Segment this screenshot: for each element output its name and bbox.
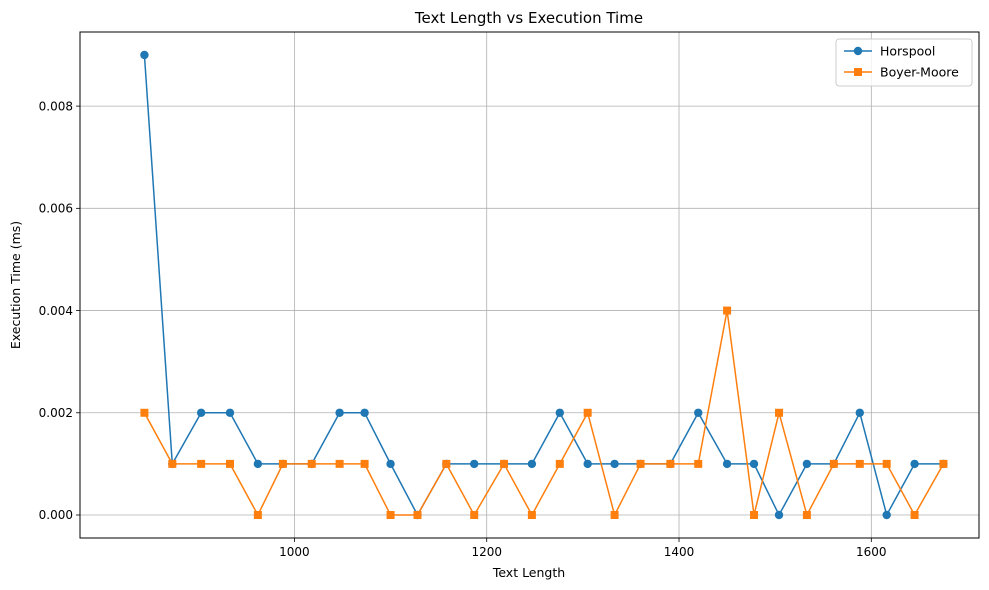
data-point-boyer-moore bbox=[666, 459, 675, 468]
data-point-boyer-moore bbox=[360, 459, 369, 468]
data-point-boyer-moore bbox=[307, 459, 316, 468]
legend-label-horspool: Horspool bbox=[880, 44, 935, 59]
x-axis-label: Text Length bbox=[492, 565, 565, 580]
legend-marker-boyer-moore bbox=[854, 68, 862, 76]
data-point-horspool bbox=[470, 459, 479, 469]
data-point-horspool bbox=[610, 459, 619, 469]
y-tick-label: 0.004 bbox=[39, 304, 73, 318]
data-point-boyer-moore bbox=[168, 459, 177, 468]
data-point-boyer-moore bbox=[555, 459, 564, 468]
data-point-boyer-moore bbox=[335, 459, 344, 468]
data-point-boyer-moore bbox=[939, 459, 948, 468]
data-point-horspool bbox=[583, 459, 592, 469]
x-tick-label: 1200 bbox=[471, 545, 502, 559]
data-point-boyer-moore bbox=[910, 511, 919, 519]
data-point-boyer-moore bbox=[855, 459, 864, 468]
data-point-horspool bbox=[386, 459, 395, 469]
data-point-horspool bbox=[774, 510, 784, 520]
x-tick-label: 1000 bbox=[279, 545, 310, 559]
data-point-boyer-moore bbox=[278, 459, 287, 468]
data-point-boyer-moore bbox=[140, 408, 149, 417]
data-point-boyer-moore bbox=[775, 408, 784, 417]
plot-area-frame bbox=[79, 31, 980, 539]
series-group bbox=[140, 50, 948, 520]
data-point-boyer-moore bbox=[470, 511, 479, 519]
data-point-horspool bbox=[555, 408, 564, 417]
data-point-horspool bbox=[855, 408, 864, 417]
data-point-boyer-moore bbox=[610, 511, 619, 519]
y-tick-label: 0.002 bbox=[39, 406, 73, 420]
data-point-horspool bbox=[360, 408, 369, 417]
y-axis-label: Execution Time (ms) bbox=[8, 221, 23, 349]
data-point-horspool bbox=[694, 408, 703, 417]
data-point-horspool bbox=[882, 510, 891, 520]
data-point-boyer-moore bbox=[750, 511, 759, 519]
data-point-boyer-moore bbox=[225, 459, 234, 468]
data-point-boyer-moore bbox=[386, 511, 395, 519]
legend: Horspool Boyer-Moore bbox=[835, 38, 973, 87]
data-point-horspool bbox=[335, 408, 344, 417]
legend-marker-horspool bbox=[853, 46, 863, 56]
y-tick-label: 0.006 bbox=[39, 202, 73, 216]
data-point-boyer-moore bbox=[636, 459, 645, 468]
data-point-horspool bbox=[910, 459, 919, 469]
data-point-boyer-moore bbox=[802, 511, 811, 519]
data-point-boyer-moore bbox=[253, 511, 262, 519]
data-point-boyer-moore bbox=[413, 511, 422, 519]
x-tick-label: 1600 bbox=[856, 545, 887, 559]
data-point-horspool bbox=[225, 408, 235, 417]
data-point-horspool bbox=[140, 50, 149, 60]
data-point-horspool bbox=[196, 408, 206, 417]
legend-label-boyer-moore: Boyer-Moore bbox=[880, 65, 959, 80]
data-point-boyer-moore bbox=[882, 459, 891, 468]
series-line-boyer-moore bbox=[143, 309, 945, 516]
series-boyer-moore bbox=[140, 306, 948, 519]
data-point-boyer-moore bbox=[527, 511, 536, 519]
data-point-horspool bbox=[722, 459, 732, 469]
data-point-horspool bbox=[802, 459, 812, 469]
data-point-boyer-moore bbox=[583, 408, 592, 417]
data-point-boyer-moore bbox=[197, 459, 206, 468]
x-tick-label: 1400 bbox=[664, 545, 695, 559]
data-point-boyer-moore bbox=[723, 306, 732, 315]
data-point-horspool bbox=[253, 459, 263, 469]
data-point-boyer-moore bbox=[694, 459, 703, 468]
chart-title: Text Length vs Execution Time bbox=[414, 9, 643, 27]
data-point-horspool bbox=[527, 459, 537, 469]
data-point-boyer-moore bbox=[442, 459, 451, 468]
data-point-boyer-moore bbox=[829, 459, 838, 468]
y-tick-label: 0.000 bbox=[39, 508, 73, 522]
data-point-horspool bbox=[749, 459, 759, 469]
axis-ticks: 1000 1200 1400 1600 0.000 0.002 0.004 0.006 0.00… bbox=[39, 99, 887, 559]
y-tick-label: 0.008 bbox=[39, 99, 73, 113]
data-point-boyer-moore bbox=[500, 459, 509, 468]
